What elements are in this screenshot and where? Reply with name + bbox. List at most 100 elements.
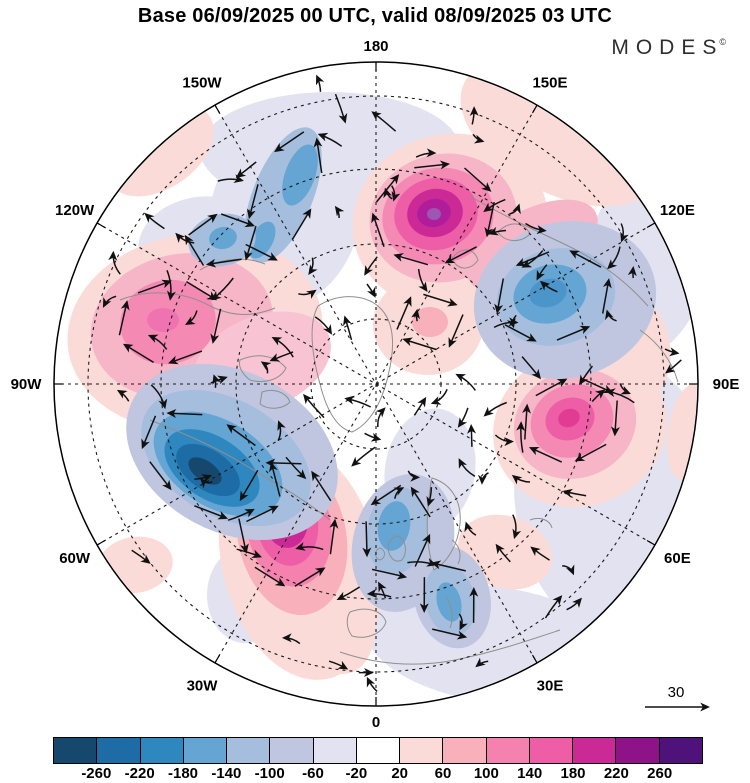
wind-vector-arrow	[285, 456, 307, 480]
wind-vector-arrow	[227, 508, 255, 521]
wind-vector-arrow	[619, 383, 631, 395]
wind-vector-arrow	[383, 187, 393, 200]
wind-vector-arrow	[188, 213, 218, 236]
boundary-tick	[646, 539, 656, 546]
anomaly-field	[67, 63, 697, 705]
wind-vector-arrow	[108, 250, 121, 275]
wind-vector-arrow	[467, 423, 477, 447]
wind-vector-arrow	[116, 389, 130, 402]
wind-vector-arrow	[610, 400, 620, 437]
colorbar-tick-label: -100	[254, 765, 285, 782]
wind-vector-arrow	[313, 137, 323, 174]
anomaly-blob	[667, 384, 697, 480]
wind-vector-arrow	[236, 548, 263, 559]
coastline-path	[451, 539, 461, 565]
wind-vector-arrow	[271, 337, 294, 358]
wind-vector-arrow	[166, 270, 176, 301]
wind-vector-arrow	[311, 470, 332, 502]
coastline-path	[451, 249, 479, 269]
wind-vector-arrow	[393, 253, 429, 266]
wind-vector-arrow	[336, 586, 361, 601]
colorbar-cell	[183, 738, 228, 763]
wind-vector-arrow	[303, 393, 325, 419]
wind-vector-arrow	[239, 469, 259, 502]
wind-vector-arrow	[238, 518, 249, 554]
graticule	[55, 63, 697, 705]
wind-vector-arrow	[464, 167, 492, 192]
colorbar-cell	[270, 738, 314, 763]
boundary-ticks	[54, 62, 698, 706]
colorbar-tick-label: -260	[81, 765, 112, 782]
wind-vector-arrow	[607, 246, 621, 270]
coastline-path	[199, 258, 266, 271]
wind-vector-arrow	[601, 278, 612, 314]
wind-vector-arrow	[210, 308, 222, 344]
colorbar-tick-label: 180	[560, 765, 586, 782]
wind-vector-arrow	[483, 401, 507, 417]
wind-vector-arrow	[147, 334, 168, 350]
wind-vector-arrow	[444, 246, 477, 264]
wind-vector-arrow	[144, 212, 165, 230]
wind-vector-arrow	[334, 205, 345, 219]
wind-vector-arrow	[314, 316, 333, 335]
boundary-tick	[214, 654, 221, 664]
colorbar-tick-label: 100	[473, 765, 499, 782]
anomaly-blob	[147, 308, 179, 332]
wind-vector-arrow	[149, 461, 172, 491]
wind-vector-arrow	[414, 533, 431, 567]
anomaly-blob	[209, 226, 237, 250]
wind-vector-arrow	[536, 264, 548, 281]
wind-vector-arrow	[522, 403, 532, 440]
wind-vector-arrow	[329, 518, 339, 555]
wind-vector-arrow	[475, 657, 489, 668]
wind-vector-arrow	[328, 660, 349, 670]
wind-vector-arrow	[535, 378, 568, 397]
colorbar-tick-label: 20	[391, 765, 408, 782]
wind-vector-arrow	[620, 223, 629, 243]
wind-vector-arrow	[605, 309, 617, 322]
wind-vector-arrow	[483, 198, 506, 213]
latitude-circle	[160, 168, 592, 600]
wind-vector-arrow	[277, 420, 286, 442]
boundary-tick	[214, 104, 221, 114]
longitude-label: 90W	[11, 376, 43, 393]
polar-map: 180 150W 150E 120W 120E 90W 90E 60W 60E 30W 30E 0 3…	[11, 38, 740, 730]
longitude-label: 30W	[187, 677, 219, 694]
coastline-path	[529, 517, 553, 529]
anomaly-blob	[558, 408, 580, 428]
longitude-label: 180	[363, 38, 388, 55]
wind-vector-arrow	[118, 300, 130, 336]
wind-vector-arrow	[414, 160, 451, 170]
boundary-tick	[96, 222, 106, 229]
colorbar-cell	[573, 738, 617, 763]
wind-vector-arrow	[315, 74, 325, 92]
coastline-path	[346, 608, 387, 638]
wind-vector-arrow	[411, 308, 420, 322]
wind-vector-arrow	[211, 277, 234, 301]
coastline-path	[339, 629, 561, 665]
wind-vector-arrow	[566, 597, 582, 611]
boundary-tick	[531, 654, 538, 664]
modes-logo-text: MODES	[611, 36, 724, 59]
wind-vector-arrow	[432, 628, 468, 640]
wind-vector-arrow	[366, 676, 378, 693]
wind-vector-arrow	[477, 472, 489, 485]
wind-vector-arrow	[244, 225, 257, 261]
coastline-path	[239, 355, 287, 382]
coastline-path	[149, 419, 331, 521]
wind-vector-arrow	[217, 174, 244, 183]
modes-logo: MODES©	[611, 36, 726, 60]
boundary-tick	[646, 222, 656, 229]
wind-vectors	[102, 74, 682, 693]
wind-vector-arrow	[516, 421, 526, 453]
longitude-label: 150W	[182, 75, 222, 92]
wind-vector-arrow	[407, 470, 421, 482]
wind-vector-arrow	[375, 407, 386, 428]
wind-vector-arrow	[166, 408, 203, 418]
wind-vector-arrow	[494, 434, 514, 447]
chart-title: Base 06/09/2025 00 UTC, valid 08/09/2025…	[137, 5, 613, 27]
wind-vector-arrow	[530, 546, 550, 561]
wind-vector-arrow	[458, 458, 476, 477]
wind-vector-arrow	[469, 106, 479, 125]
